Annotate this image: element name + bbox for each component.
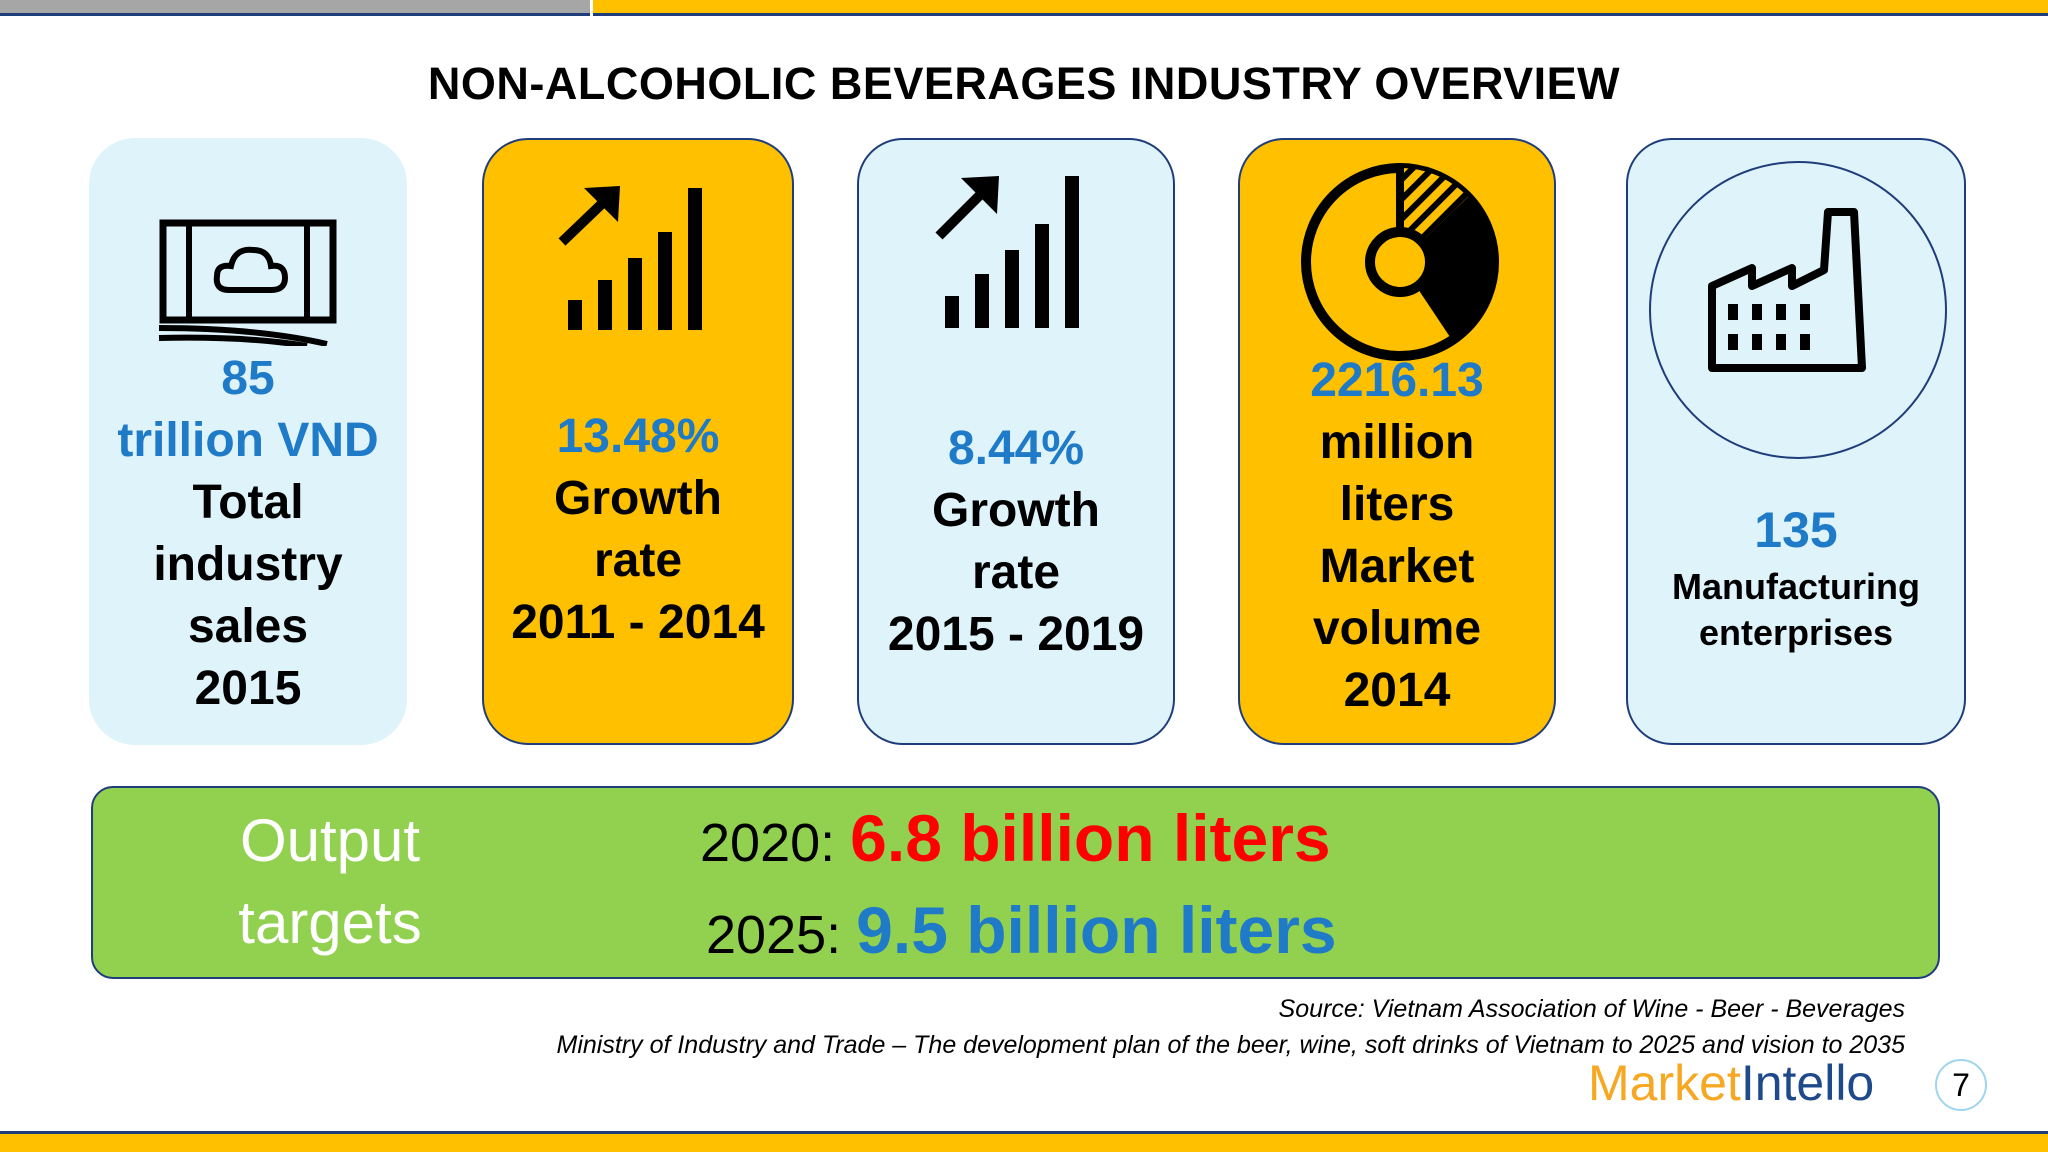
- card-unit: trillion VND: [117, 414, 379, 467]
- card-desc-line: Growth: [554, 472, 722, 525]
- money-icon: [158, 219, 337, 346]
- card-desc-line: Manufacturing: [1672, 566, 1920, 607]
- market-intello-logo: MarketIntello: [1588, 1055, 1875, 1111]
- card-desc-line: 2015 - 2019: [887, 608, 1145, 661]
- top-bar-yellow: [593, 0, 2048, 16]
- target-row-2025: 2025: 9.5 billion liters: [706, 892, 1337, 968]
- card-desc-line: Growth: [932, 484, 1100, 537]
- card-desc-line: 2014: [1343, 664, 1451, 717]
- card-unit: liters: [1339, 478, 1455, 531]
- card-growth-2015-2019: 8.44% Growth rate 2015 - 2019: [857, 138, 1175, 745]
- card-desc-line: industry: [153, 538, 343, 591]
- card-value: 8.44%: [947, 422, 1085, 475]
- card-growth-2011-2014: 13.48% Growth rate 2011 - 2014: [482, 138, 794, 745]
- card-desc-line: Total: [192, 476, 304, 529]
- card-total-sales: 85 trillion VND Total industry sales 201…: [89, 138, 407, 745]
- bottom-bar: [0, 1131, 2048, 1152]
- page-title: NON-ALCOHOLIC BEVERAGES INDUSTRY OVERVIE…: [427, 58, 1621, 109]
- card-value: 85: [221, 352, 275, 405]
- card-desc-line: Market: [1319, 540, 1475, 593]
- card-enterprises: 135 Manufacturing enterprises: [1626, 138, 1966, 745]
- card-value: 13.48%: [556, 410, 720, 463]
- card-unit: million: [1319, 416, 1475, 469]
- target-year: 2020:: [700, 813, 836, 873]
- card-desc-line: volume: [1312, 602, 1482, 655]
- card-desc-line: enterprises: [1698, 612, 1894, 653]
- growth-chart-icon: [558, 186, 702, 330]
- factory-circle: [1649, 161, 1947, 459]
- page-number: 7: [1935, 1059, 1987, 1111]
- card-desc-line: sales: [187, 600, 309, 653]
- growth-chart-icon: [935, 176, 1079, 328]
- top-bar-gray: [0, 0, 590, 16]
- source-line-1: Source: Vietnam Association of Wine - Be…: [1278, 995, 1905, 1023]
- factory-icon: [1708, 208, 1866, 372]
- pie-chart-icon: [1301, 163, 1499, 361]
- target-year: 2025:: [706, 905, 842, 965]
- card-value: 2216.13: [1310, 354, 1484, 407]
- card-value: 135: [1754, 502, 1838, 558]
- output-targets-label: Output targets: [238, 807, 422, 956]
- card-desc-line: rate: [971, 546, 1061, 599]
- card-market-volume: 2216.13 million liters Market volume 201…: [1238, 138, 1556, 745]
- source-line-2: Ministry of Industry and Trade – The dev…: [556, 1031, 1905, 1059]
- target-value: 9.5 billion liters: [856, 893, 1337, 967]
- card-desc-line: 2015: [194, 662, 302, 715]
- target-row-2020: 2020: 6.8 billion liters: [700, 800, 1331, 876]
- output-targets-box: [91, 786, 1940, 979]
- target-value: 6.8 billion liters: [850, 801, 1331, 875]
- card-desc-line: rate: [593, 534, 683, 587]
- card-desc-line: 2011 - 2014: [511, 596, 765, 649]
